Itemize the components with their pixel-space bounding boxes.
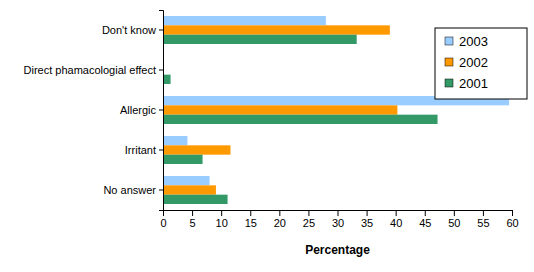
x-tick-label: 40 bbox=[390, 217, 402, 229]
x-tick-mark bbox=[279, 210, 280, 216]
y-tick: Allergic bbox=[120, 104, 163, 116]
legend-swatch bbox=[445, 37, 453, 45]
x-tick: 10 bbox=[216, 210, 228, 229]
bar bbox=[163, 195, 228, 204]
bar bbox=[163, 176, 210, 185]
y-tick-mark bbox=[159, 110, 163, 111]
x-tick-mark bbox=[192, 210, 193, 216]
x-tick: 0 bbox=[160, 210, 166, 229]
x-tick-mark bbox=[338, 210, 339, 216]
x-tick-label: 45 bbox=[419, 217, 431, 229]
x-tick-label: 60 bbox=[506, 217, 518, 229]
bar bbox=[163, 16, 326, 25]
y-tick-mark bbox=[159, 150, 163, 151]
x-tick-mark bbox=[512, 210, 513, 216]
bar bbox=[163, 115, 438, 124]
x-tick-label: 15 bbox=[245, 217, 257, 229]
y-tick-label: Allergic bbox=[120, 104, 157, 116]
bar bbox=[163, 25, 390, 34]
x-tick-label: 25 bbox=[303, 217, 315, 229]
x-tick-label: 50 bbox=[448, 217, 460, 229]
x-tick: 40 bbox=[390, 210, 402, 229]
y-tick: No answer bbox=[103, 184, 163, 196]
y-tick-label: No answer bbox=[103, 184, 156, 196]
legend-item: 2002 bbox=[445, 55, 488, 70]
x-tick-mark bbox=[454, 210, 455, 216]
x-tick: 45 bbox=[419, 210, 431, 229]
bar bbox=[163, 35, 357, 44]
x-tick-label: 10 bbox=[216, 217, 228, 229]
x-tick-label: 20 bbox=[274, 217, 286, 229]
x-tick-mark bbox=[396, 210, 397, 216]
x-tick-mark bbox=[367, 210, 368, 216]
chart: 0 5 10 15 20 25 30 35 40 45 50 55 60 Don't know Direct… bbox=[0, 0, 534, 272]
x-tick: 60 bbox=[506, 210, 518, 229]
bar bbox=[163, 136, 187, 145]
x-tick: 55 bbox=[477, 210, 489, 229]
y-tick: Direct phamacologial effect bbox=[24, 64, 163, 76]
bar bbox=[163, 145, 230, 154]
x-tick: 50 bbox=[448, 210, 460, 229]
x-tick-mark bbox=[483, 210, 484, 216]
x-tick: 5 bbox=[190, 210, 196, 229]
legend: 2003 2002 2001 bbox=[435, 28, 527, 99]
legend-swatch bbox=[445, 79, 453, 87]
y-tick-mark bbox=[159, 190, 163, 191]
x-tick: 20 bbox=[274, 210, 286, 229]
legend-label: 2002 bbox=[459, 55, 488, 70]
x-tick: 15 bbox=[245, 210, 257, 229]
y-axis-line bbox=[159, 11, 164, 211]
y-tick: Irritant bbox=[125, 144, 163, 156]
y-tick: Don't know bbox=[102, 24, 163, 36]
x-tick-label: 0 bbox=[160, 217, 166, 229]
x-tick-label: 5 bbox=[190, 217, 196, 229]
x-tick-mark bbox=[425, 210, 426, 216]
bar bbox=[163, 105, 397, 114]
x-tick-mark bbox=[250, 210, 251, 216]
x-tick-mark bbox=[221, 210, 222, 216]
legend-box bbox=[435, 28, 527, 99]
y-tick-mark bbox=[159, 70, 163, 71]
x-tick-label: 55 bbox=[477, 217, 489, 229]
y-tick-label: Irritant bbox=[125, 144, 156, 156]
legend-item: 2003 bbox=[445, 34, 488, 49]
x-tick-mark bbox=[308, 210, 309, 216]
legend-label: 2003 bbox=[459, 34, 488, 49]
y-tick-mark bbox=[159, 30, 163, 31]
bar bbox=[163, 75, 171, 84]
legend-item: 2001 bbox=[445, 76, 488, 91]
bar bbox=[163, 185, 216, 194]
y-axis: Don't know Direct phamacologial effect All… bbox=[24, 11, 164, 211]
y-tick-label: Don't know bbox=[102, 24, 156, 36]
x-tick: 25 bbox=[303, 210, 315, 229]
x-tick-label: 30 bbox=[332, 217, 344, 229]
y-tick-label: Direct phamacologial effect bbox=[24, 64, 156, 76]
x-tick-label: 35 bbox=[361, 217, 373, 229]
legend-swatch bbox=[445, 58, 453, 66]
x-tick: 35 bbox=[361, 210, 373, 229]
bar bbox=[163, 155, 203, 164]
x-axis: 0 5 10 15 20 25 30 35 40 45 50 55 60 bbox=[160, 210, 518, 229]
x-axis-title: Percentage bbox=[305, 243, 370, 257]
legend-label: 2001 bbox=[459, 76, 488, 91]
x-tick: 30 bbox=[332, 210, 344, 229]
